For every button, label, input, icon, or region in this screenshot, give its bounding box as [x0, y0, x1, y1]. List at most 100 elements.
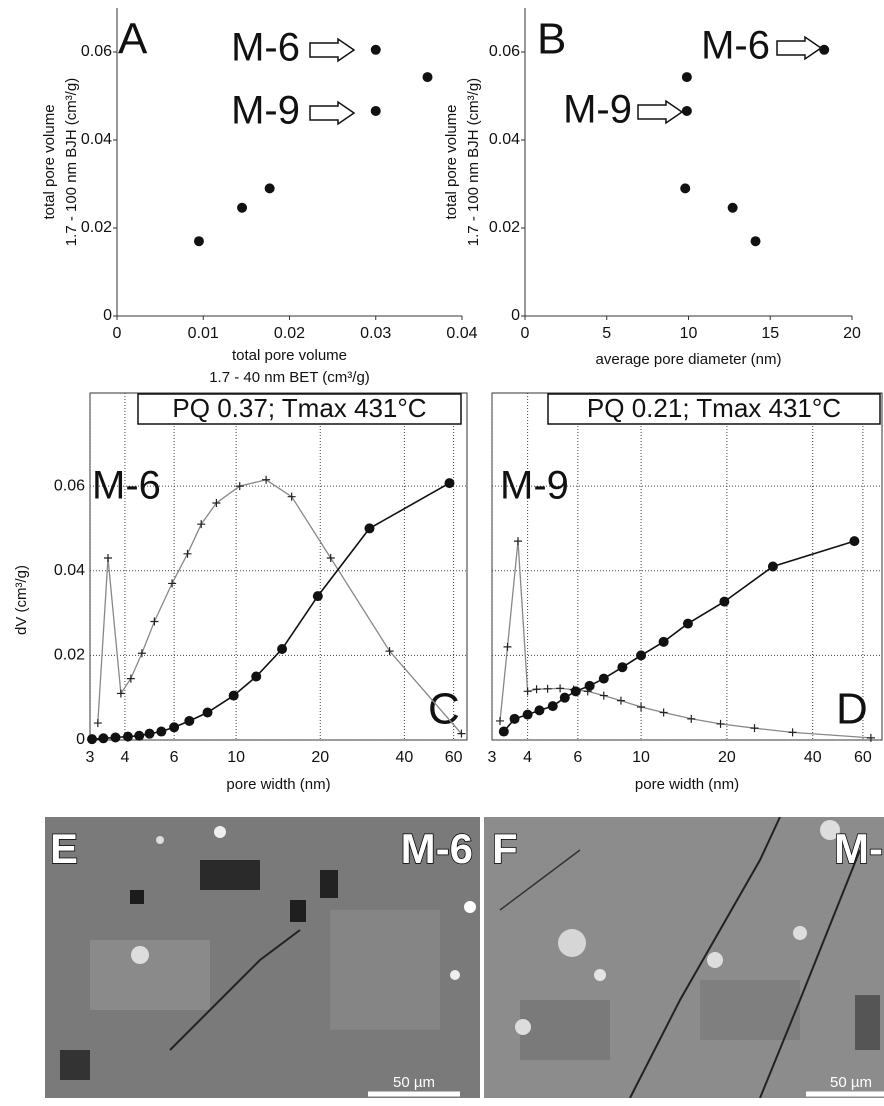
- y-axis-label: dV (cm³/g): [13, 565, 30, 635]
- cross-marker: [556, 684, 565, 693]
- point: [87, 734, 98, 745]
- point: [277, 644, 288, 655]
- y-axis-label: 1.7 - 100 nm BJH (cm³/g): [63, 78, 80, 246]
- cross-marker: [503, 642, 512, 651]
- point: [617, 662, 628, 673]
- x-tick-label: 4: [120, 749, 129, 766]
- point: [312, 591, 323, 602]
- cross-marker: [116, 689, 125, 698]
- panel-label: D: [836, 685, 868, 734]
- series-line: [499, 541, 871, 739]
- label-box: [137, 393, 462, 425]
- x-tick-label: 60: [854, 749, 872, 766]
- x-tick-label: 0.01: [188, 325, 219, 342]
- panel-gap: [480, 817, 484, 1098]
- point: [110, 732, 121, 743]
- x-tick-label: 0.04: [446, 325, 477, 342]
- x-tick-label: 60: [445, 749, 463, 766]
- micrograph-f: [484, 817, 884, 1098]
- panel-label: B: [537, 15, 566, 64]
- annotation: M-6: [701, 24, 770, 68]
- point: [169, 722, 180, 733]
- annotation: M-9: [563, 88, 632, 132]
- point: [522, 709, 533, 720]
- point: [251, 671, 262, 682]
- plot-frame: [491, 392, 883, 741]
- y-tick-label: 0.02: [54, 647, 85, 664]
- x-tick-label: 20: [311, 749, 329, 766]
- point: [681, 105, 692, 116]
- point: [681, 72, 692, 83]
- series-line: [91, 482, 450, 740]
- x-tick-label: 40: [804, 749, 822, 766]
- y-axis-label: total pore volume: [443, 104, 460, 219]
- y-tick-label: 0.04: [54, 562, 85, 579]
- cross-marker: [659, 708, 668, 717]
- x-tick-label: 4: [523, 749, 532, 766]
- series-line: [503, 540, 855, 733]
- annotation: M-9: [231, 89, 300, 133]
- y-tick-label: 0: [103, 307, 112, 324]
- point: [422, 72, 433, 83]
- cross-marker: [543, 684, 552, 693]
- y-tick-label: 0.06: [54, 477, 85, 494]
- cross-marker: [287, 492, 296, 501]
- panel-label: F: [492, 825, 518, 872]
- point: [534, 705, 545, 716]
- y-axis-label: total pore volume: [41, 104, 58, 219]
- x-tick-label: 20: [843, 325, 861, 342]
- point: [370, 105, 381, 116]
- scale-label: 50 µm: [830, 1074, 872, 1091]
- box-label: PQ 0.21; Tmax 431°C: [587, 393, 841, 423]
- point: [444, 478, 455, 489]
- point: [228, 690, 239, 701]
- y-tick-label: 0.02: [81, 219, 112, 236]
- x-tick-label: 3: [86, 749, 95, 766]
- x-tick-label: 20: [718, 749, 736, 766]
- x-tick-label: 0.03: [360, 325, 391, 342]
- cross-marker: [385, 647, 394, 656]
- point: [719, 596, 730, 607]
- point: [559, 692, 570, 703]
- x-tick-label: 10: [632, 749, 650, 766]
- cross-marker: [93, 719, 102, 728]
- cross-marker: [262, 475, 271, 484]
- cross-marker: [212, 499, 221, 508]
- point: [819, 44, 830, 55]
- annotation: M-6: [92, 464, 161, 508]
- x-axis-label: pore width (nm): [226, 776, 330, 793]
- cross-marker: [326, 554, 335, 563]
- panel-label: A: [118, 15, 148, 64]
- point: [264, 183, 275, 194]
- x-tick-label: 6: [170, 749, 179, 766]
- x-axis-label: pore width (nm): [635, 776, 739, 793]
- point: [364, 523, 375, 534]
- y-tick-label: 0: [76, 731, 85, 748]
- point: [202, 707, 213, 718]
- point: [184, 715, 195, 726]
- point: [498, 726, 509, 737]
- point: [144, 728, 155, 739]
- point: [122, 731, 133, 742]
- x-tick-label: 0: [521, 325, 530, 342]
- x-tick-label: 6: [573, 749, 582, 766]
- y-tick-label: 0.04: [489, 131, 520, 148]
- point: [636, 650, 647, 661]
- y-tick-label: 0.02: [489, 219, 520, 236]
- point: [193, 236, 204, 247]
- point: [370, 44, 381, 55]
- annotation: M-6: [231, 26, 300, 70]
- point: [237, 202, 248, 213]
- point: [547, 701, 558, 712]
- cross-marker: [687, 714, 696, 723]
- point: [767, 561, 778, 572]
- cross-marker: [457, 729, 466, 738]
- x-tick-label: 0: [113, 325, 122, 342]
- point: [750, 236, 761, 247]
- point: [98, 733, 109, 744]
- x-axis-label: total pore volume: [232, 347, 347, 364]
- cross-marker: [183, 549, 192, 558]
- point: [680, 183, 691, 194]
- cross-marker: [532, 685, 541, 694]
